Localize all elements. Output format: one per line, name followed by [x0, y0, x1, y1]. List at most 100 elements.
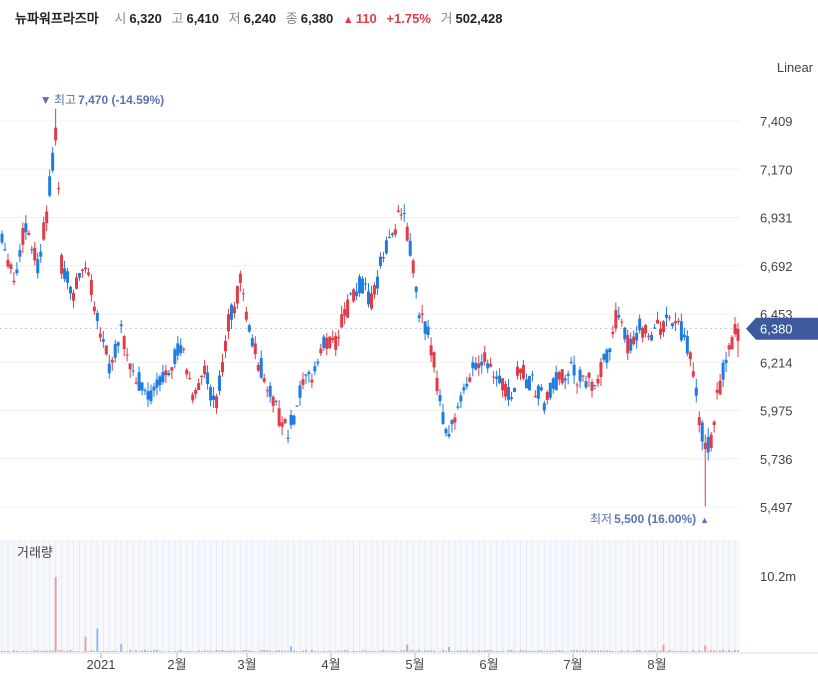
candle-body	[626, 334, 630, 354]
candle-body	[513, 388, 517, 393]
volume-bar	[716, 651, 719, 652]
volume-bar	[698, 650, 701, 652]
volume-bar	[564, 651, 567, 652]
candle-body	[554, 372, 558, 391]
candle-body	[39, 251, 43, 257]
candle-body	[310, 379, 314, 383]
high-annotation-value: 7,470 (-14.59%)	[78, 93, 164, 107]
candle-body	[331, 337, 335, 340]
volume-bar	[549, 650, 552, 652]
candle-body	[69, 286, 73, 294]
volume-bar	[617, 651, 620, 652]
volume-bar	[72, 651, 75, 652]
volume-bar	[608, 650, 611, 652]
candle-body	[42, 222, 46, 240]
candle-body	[629, 338, 633, 351]
volume-bar	[567, 651, 570, 652]
volume-bar	[695, 651, 698, 652]
volume-bar	[331, 651, 334, 652]
candle-body	[709, 434, 713, 449]
candle-body	[86, 272, 90, 275]
candle-body	[223, 340, 227, 352]
volume-bar	[459, 650, 462, 652]
candle-body	[468, 377, 472, 382]
volume-bar	[117, 651, 120, 652]
scale-toggle[interactable]: Linear	[776, 60, 813, 75]
volume-bar	[540, 650, 543, 652]
volume-bar	[450, 650, 453, 652]
candle-body	[507, 387, 511, 400]
volume-bar	[295, 651, 298, 652]
candle-body	[247, 325, 251, 332]
volume-bar	[471, 650, 474, 652]
volume-bar	[272, 651, 275, 652]
volume-bar	[284, 650, 287, 652]
candle-body	[682, 334, 686, 338]
candle-body	[599, 362, 603, 377]
candle-body	[101, 339, 105, 342]
x-tick-label: 2월	[167, 657, 186, 672]
candle-body	[679, 321, 683, 341]
candle-body	[602, 354, 606, 360]
volume-bar	[501, 650, 504, 652]
volume-bar	[263, 650, 266, 652]
candle-body	[298, 385, 302, 398]
volume-bar	[12, 650, 15, 652]
candle-body	[176, 343, 180, 356]
volume-bar	[337, 650, 340, 652]
volume-bar	[579, 650, 582, 652]
candle-body	[173, 349, 177, 364]
x-tick-label: 3월	[237, 657, 256, 672]
volume-bar	[251, 650, 254, 652]
candle-body	[170, 367, 174, 371]
candle-body	[164, 370, 168, 376]
volume-bar	[546, 650, 549, 652]
candle-body	[632, 336, 636, 345]
volume-bar	[495, 650, 498, 652]
volume-bar	[260, 650, 263, 652]
candle-body	[483, 352, 487, 362]
volume-bar	[15, 650, 18, 652]
volume-bar	[456, 650, 459, 652]
candle-body	[387, 236, 391, 239]
candle-body	[429, 345, 433, 356]
candle-body	[77, 273, 81, 278]
candle-body	[131, 370, 135, 372]
candle-body	[605, 349, 609, 363]
candle-body	[492, 376, 496, 378]
volume-bar	[424, 650, 427, 652]
volume-bar	[212, 651, 215, 652]
volume-bar	[99, 651, 102, 652]
candle-body	[501, 378, 505, 391]
volume-bar	[21, 650, 24, 652]
volume-bar	[397, 651, 400, 652]
volume-bar	[480, 650, 483, 652]
candle-body	[664, 314, 668, 318]
volume-bar	[370, 650, 373, 652]
volume-bar	[504, 651, 507, 652]
volume-bar	[534, 650, 537, 652]
volume-bar	[18, 651, 21, 652]
volume-bar	[525, 650, 528, 652]
x-tick-label: 6월	[479, 657, 498, 672]
candle-body	[727, 345, 731, 350]
candle-body	[253, 343, 257, 355]
last-price-label: 6,380	[760, 322, 793, 337]
candle-body	[378, 256, 382, 266]
price-tick-label: 5,975	[760, 404, 793, 419]
candle-body	[134, 382, 138, 384]
volume-bar	[522, 650, 525, 652]
volume-bar	[519, 650, 522, 652]
volume-bar	[462, 650, 465, 652]
candle-body	[369, 293, 373, 309]
volume-bar	[27, 651, 30, 652]
volume-bar	[531, 651, 534, 652]
candle-body	[0, 233, 4, 243]
candle-body	[12, 280, 16, 283]
volume-bar	[719, 650, 722, 652]
volume-bar	[373, 650, 376, 652]
low-label: 저	[228, 11, 241, 26]
volume-bar	[105, 651, 108, 652]
last-price-badge	[746, 317, 818, 340]
